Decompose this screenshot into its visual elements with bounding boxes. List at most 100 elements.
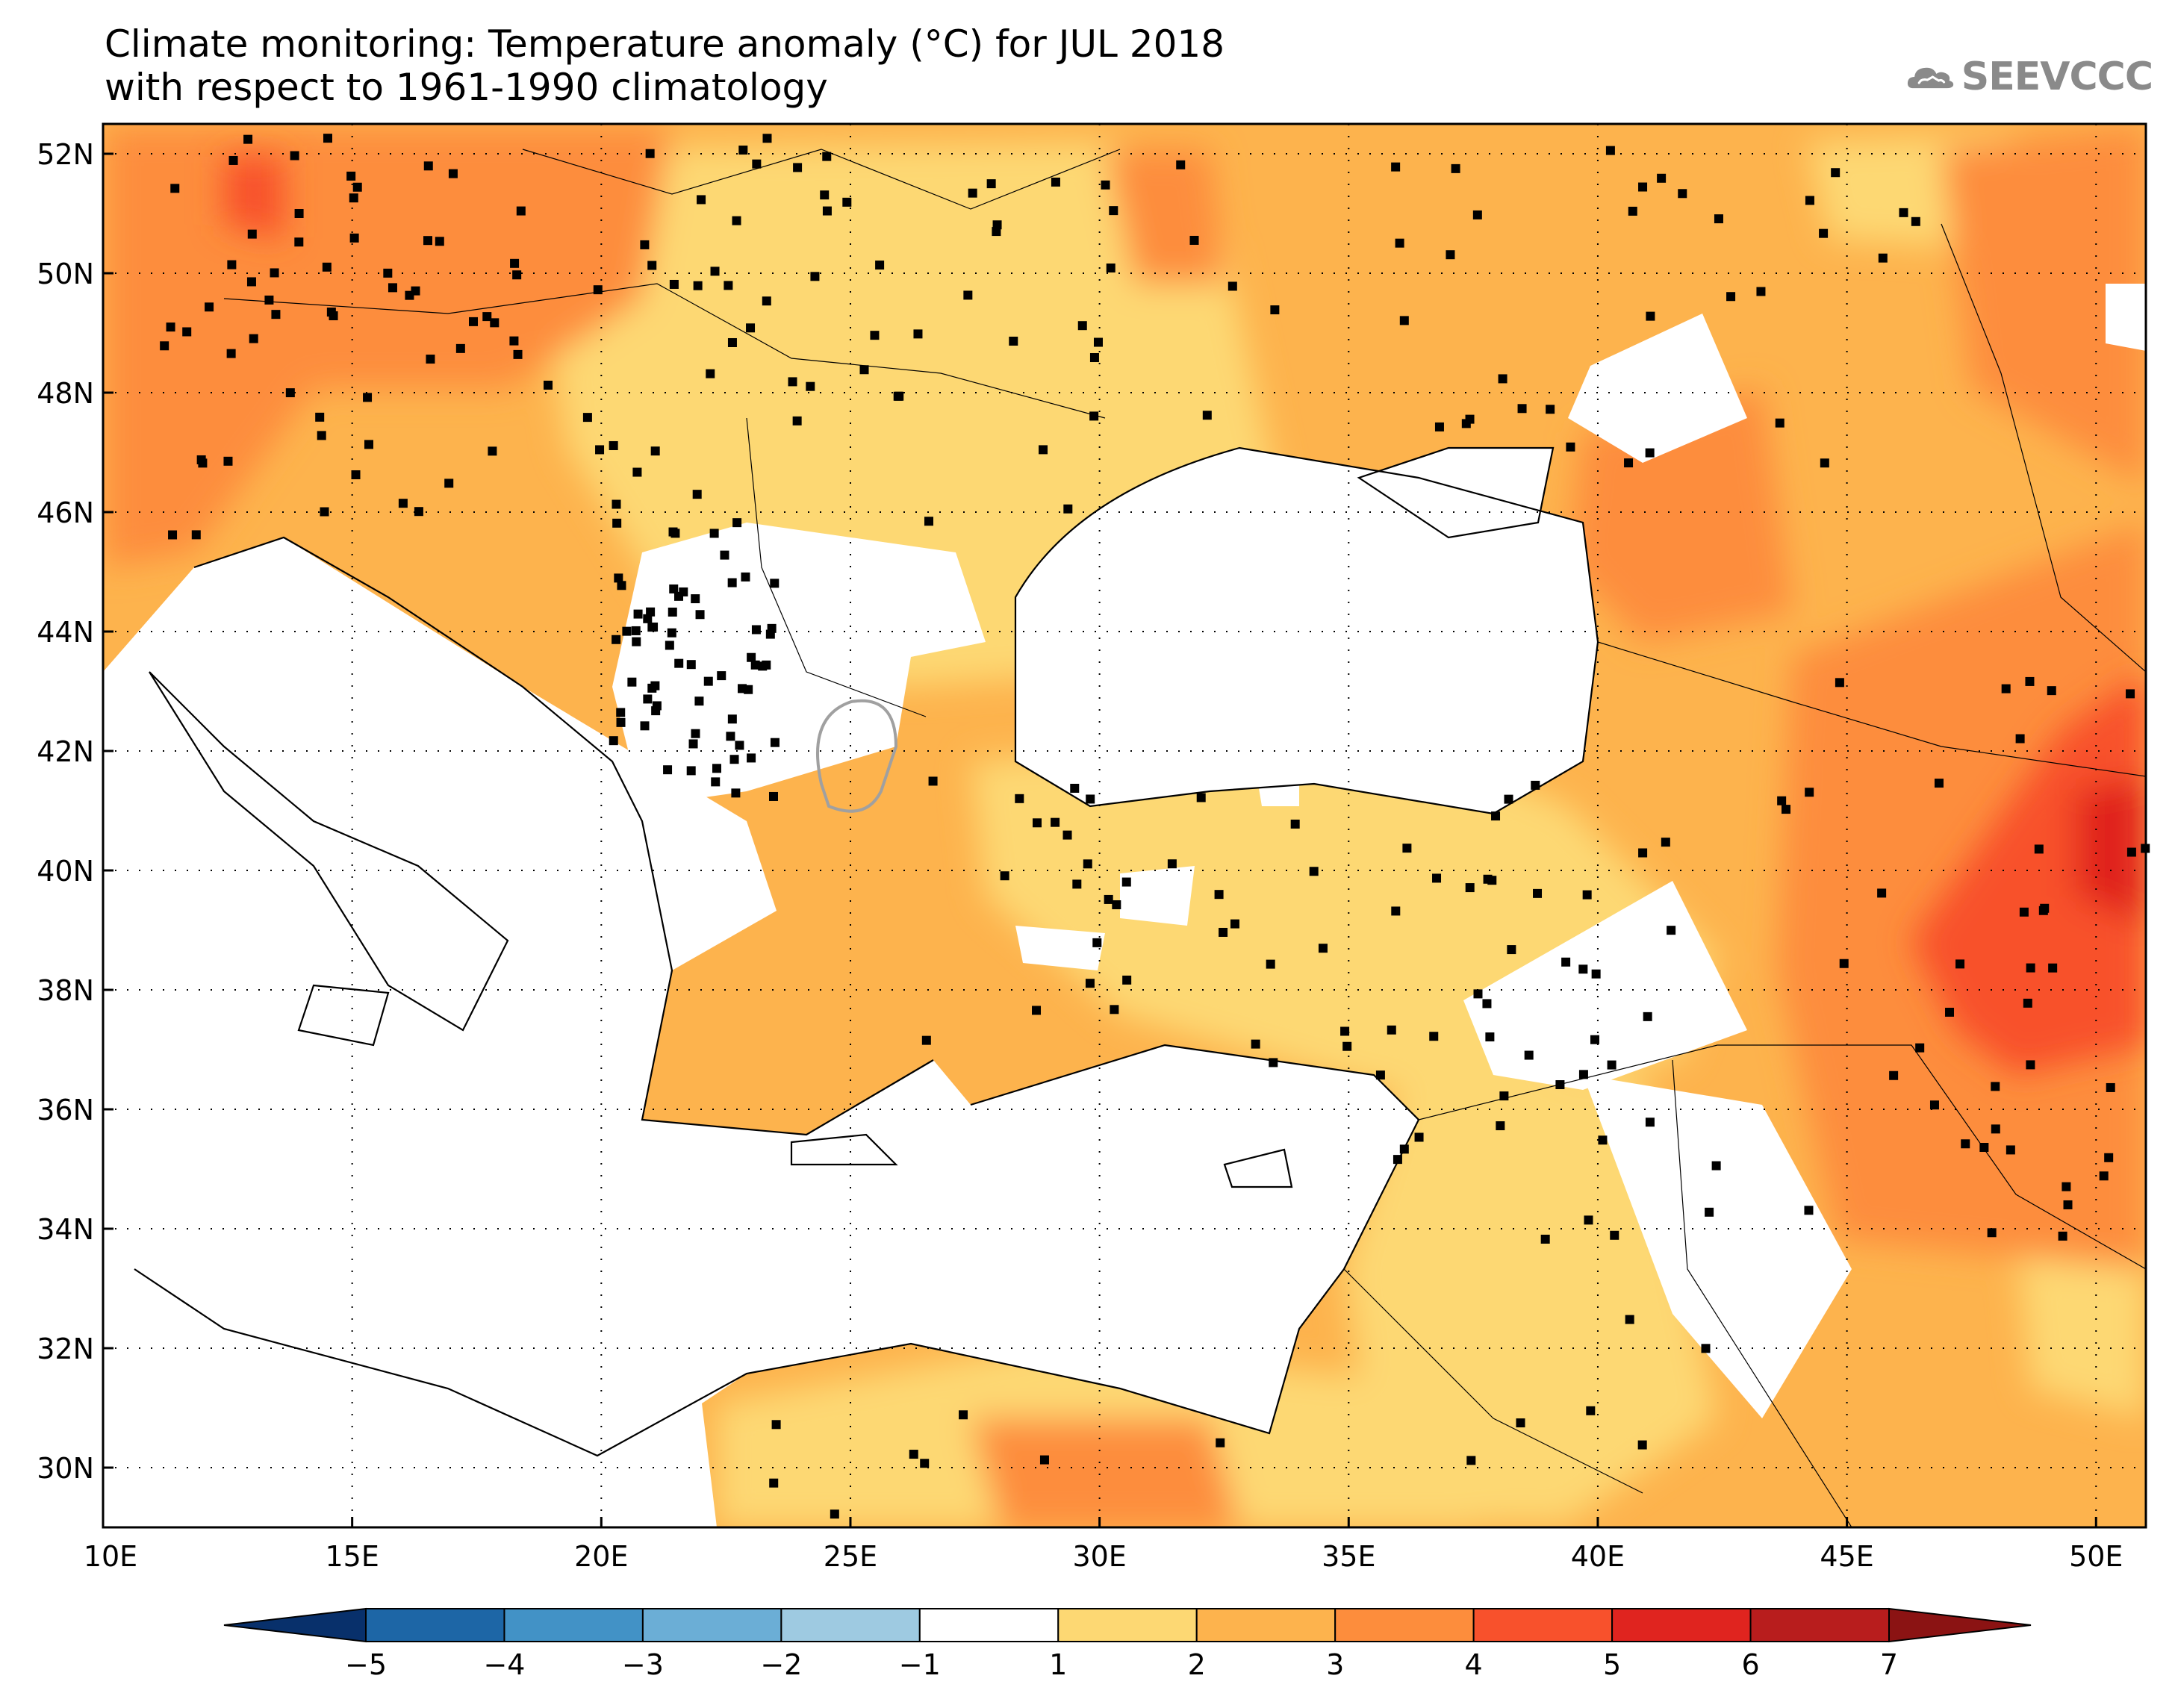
station-marker	[1089, 411, 1099, 421]
lon-tick-label: 45E	[1820, 1540, 1873, 1573]
lon-tick-label: 50E	[2069, 1540, 2123, 1573]
station-marker	[1714, 214, 1723, 224]
station-marker	[1062, 830, 1072, 840]
station-marker	[1820, 458, 1829, 468]
colorbar-label: 1	[1049, 1648, 1067, 1681]
station-marker	[1590, 1035, 1599, 1044]
station-marker	[1318, 944, 1328, 953]
station-marker	[921, 1035, 931, 1045]
lat-tick-label: 32N	[37, 1333, 94, 1365]
station-marker	[510, 258, 520, 268]
colorbar-segment	[1472, 1608, 1614, 1642]
neutral-area-syria	[1463, 881, 1747, 1090]
station-marker	[1086, 794, 1095, 804]
station-marker	[294, 208, 304, 218]
station-marker	[320, 507, 329, 517]
station-marker	[738, 146, 748, 155]
station-marker	[1176, 160, 1186, 169]
station-marker	[1991, 1124, 2000, 1134]
station-marker	[703, 676, 713, 686]
station-marker	[609, 440, 618, 450]
station-marker	[767, 623, 777, 633]
station-marker	[614, 573, 623, 583]
station-markers	[160, 134, 2150, 1519]
station-marker	[1524, 1050, 1534, 1060]
station-marker	[349, 233, 359, 243]
lat-tick-label: 42N	[37, 735, 94, 768]
station-marker	[2126, 689, 2135, 699]
station-marker	[1496, 1121, 1505, 1131]
station-marker	[830, 1509, 839, 1519]
station-marker	[724, 281, 733, 290]
station-marker	[747, 753, 756, 763]
station-marker	[1531, 780, 1540, 790]
station-marker	[1566, 442, 1575, 452]
station-marker	[1391, 162, 1401, 172]
station-marker	[1491, 811, 1501, 821]
station-marker	[732, 518, 742, 528]
station-marker	[448, 169, 458, 178]
map-frame	[102, 122, 2147, 1529]
station-marker	[1110, 1005, 1119, 1014]
station-marker	[223, 456, 233, 466]
station-marker	[806, 381, 815, 391]
station-marker	[364, 440, 373, 449]
station-marker	[1432, 873, 1442, 883]
station-marker	[674, 658, 684, 668]
lat-tick-label: 34N	[37, 1213, 94, 1246]
station-marker	[1434, 422, 1444, 431]
station-marker	[771, 1420, 781, 1430]
azov-coast	[1357, 446, 1555, 539]
station-marker	[1032, 818, 1042, 828]
station-marker	[509, 336, 519, 346]
lat-tick-label: 46N	[37, 496, 94, 529]
station-marker	[1482, 999, 1492, 1009]
lat-tick-label: 40N	[37, 855, 94, 888]
station-marker	[1878, 253, 1888, 263]
station-marker	[398, 499, 408, 508]
station-marker	[1610, 1230, 1619, 1240]
neutral-area-iraq	[1583, 1075, 1852, 1418]
station-marker	[228, 155, 238, 165]
station-marker	[323, 134, 332, 143]
station-marker	[770, 738, 780, 747]
station-marker	[285, 388, 295, 398]
station-marker	[1051, 177, 1060, 187]
station-marker	[593, 285, 603, 295]
station-marker	[762, 296, 771, 306]
station-marker	[1546, 405, 1555, 414]
station-marker	[627, 677, 637, 687]
station-marker	[1270, 305, 1280, 315]
station-marker	[647, 261, 657, 270]
station-marker	[1387, 1025, 1396, 1035]
station-marker	[822, 206, 832, 216]
lon-tick-label: 20E	[574, 1540, 628, 1573]
station-marker	[423, 161, 433, 171]
station-marker	[2026, 963, 2035, 973]
station-marker	[688, 739, 698, 749]
zone-3-4-northeast	[1941, 127, 2146, 485]
station-marker	[820, 190, 830, 200]
station-marker	[2040, 903, 2050, 913]
station-marker	[652, 701, 662, 711]
balkan-coast	[193, 536, 934, 1136]
station-marker	[1446, 250, 1455, 260]
station-marker	[1625, 1315, 1634, 1324]
station-marker	[1586, 1406, 1596, 1415]
station-marker	[168, 530, 178, 540]
south-coast	[134, 1044, 1420, 1457]
station-marker	[2126, 847, 2136, 857]
station-marker	[1678, 189, 1687, 199]
station-marker	[612, 518, 622, 528]
station-marker	[349, 193, 358, 203]
station-marker	[1945, 1007, 1955, 1017]
station-marker	[750, 660, 760, 670]
station-marker	[686, 660, 696, 670]
station-marker	[1216, 1438, 1225, 1447]
station-marker	[744, 685, 753, 694]
station-marker	[595, 445, 605, 455]
station-marker	[513, 349, 523, 359]
map-subtitle: with respect to 1961-1990 climatology	[105, 66, 828, 109]
station-marker	[1009, 337, 1018, 346]
